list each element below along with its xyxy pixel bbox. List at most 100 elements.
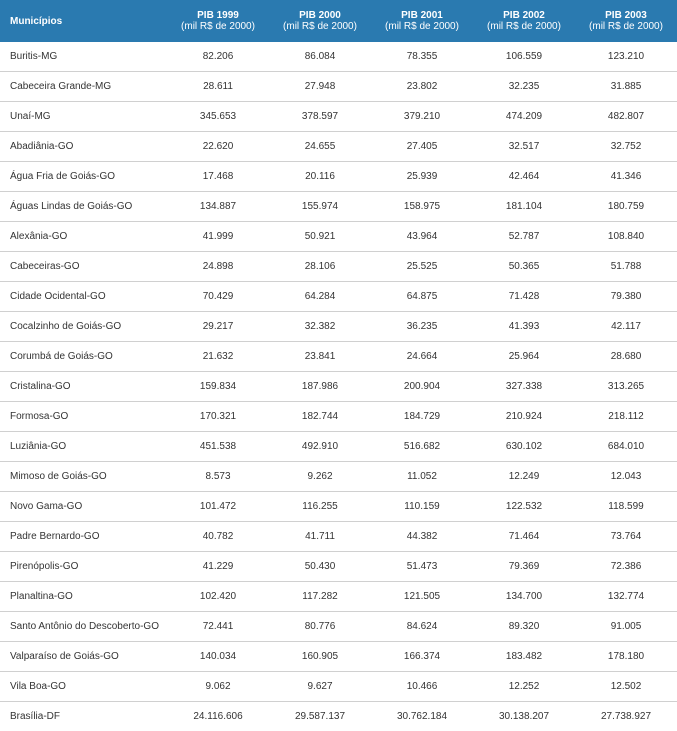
municipio-cell: Luziânia-GO [0, 432, 167, 462]
value-cell: 158.975 [371, 192, 473, 222]
value-cell: 327.338 [473, 372, 575, 402]
value-cell: 218.112 [575, 402, 677, 432]
value-cell: 200.904 [371, 372, 473, 402]
value-cell: 30.762.184 [371, 702, 473, 731]
value-cell: 44.382 [371, 522, 473, 552]
municipio-cell: Alexânia-GO [0, 222, 167, 252]
table-row: Cocalzinho de Goiás-GO29.21732.38236.235… [0, 312, 677, 342]
value-cell: 210.924 [473, 402, 575, 432]
municipio-cell: Abadiânia-GO [0, 132, 167, 162]
value-cell: 25.964 [473, 342, 575, 372]
value-cell: 32.752 [575, 132, 677, 162]
value-cell: 82.206 [167, 42, 269, 72]
value-cell: 25.525 [371, 252, 473, 282]
table-row: Abadiânia-GO22.62024.65527.40532.51732.7… [0, 132, 677, 162]
value-cell: 79.369 [473, 552, 575, 582]
value-cell: 12.502 [575, 672, 677, 702]
value-cell: 23.841 [269, 342, 371, 372]
value-cell: 72.386 [575, 552, 677, 582]
col-header-2002: PIB 2002 (mil R$ de 2000) [473, 0, 575, 42]
pib-table: Municípios PIB 1999 (mil R$ de 2000) PIB… [0, 0, 677, 731]
value-cell: 50.921 [269, 222, 371, 252]
col-title: PIB 2003 [605, 10, 647, 21]
value-cell: 108.840 [575, 222, 677, 252]
value-cell: 71.428 [473, 282, 575, 312]
value-cell: 71.464 [473, 522, 575, 552]
value-cell: 492.910 [269, 432, 371, 462]
value-cell: 41.393 [473, 312, 575, 342]
municipio-cell: Cidade Ocidental-GO [0, 282, 167, 312]
table-row: Brasília-DF24.116.60629.587.13730.762.18… [0, 702, 677, 731]
col-title: PIB 2000 [299, 10, 341, 21]
value-cell: 345.653 [167, 102, 269, 132]
col-title: PIB 2002 [503, 10, 545, 21]
municipio-cell: Planaltina-GO [0, 582, 167, 612]
value-cell: 181.104 [473, 192, 575, 222]
table-row: Formosa-GO170.321182.744184.729210.92421… [0, 402, 677, 432]
value-cell: 9.062 [167, 672, 269, 702]
municipio-cell: Brasília-DF [0, 702, 167, 731]
value-cell: 116.255 [269, 492, 371, 522]
value-cell: 28.611 [167, 72, 269, 102]
value-cell: 64.284 [269, 282, 371, 312]
value-cell: 52.787 [473, 222, 575, 252]
value-cell: 50.365 [473, 252, 575, 282]
value-cell: 27.405 [371, 132, 473, 162]
value-cell: 89.320 [473, 612, 575, 642]
table-row: Valparaíso de Goiás-GO140.034160.905166.… [0, 642, 677, 672]
value-cell: 50.430 [269, 552, 371, 582]
value-cell: 134.700 [473, 582, 575, 612]
col-header-1999: PIB 1999 (mil R$ de 2000) [167, 0, 269, 42]
value-cell: 24.655 [269, 132, 371, 162]
value-cell: 9.627 [269, 672, 371, 702]
value-cell: 80.776 [269, 612, 371, 642]
value-cell: 474.209 [473, 102, 575, 132]
municipio-cell: Cabeceira Grande-MG [0, 72, 167, 102]
value-cell: 40.782 [167, 522, 269, 552]
value-cell: 41.346 [575, 162, 677, 192]
value-cell: 451.538 [167, 432, 269, 462]
value-cell: 121.505 [371, 582, 473, 612]
table-row: Padre Bernardo-GO40.78241.71144.38271.46… [0, 522, 677, 552]
value-cell: 41.711 [269, 522, 371, 552]
value-cell: 160.905 [269, 642, 371, 672]
value-cell: 24.898 [167, 252, 269, 282]
municipio-cell: Pirenópolis-GO [0, 552, 167, 582]
value-cell: 178.180 [575, 642, 677, 672]
value-cell: 23.802 [371, 72, 473, 102]
value-cell: 25.939 [371, 162, 473, 192]
value-cell: 122.532 [473, 492, 575, 522]
value-cell: 51.473 [371, 552, 473, 582]
col-sub: (mil R$ de 2000) [271, 21, 369, 32]
value-cell: 11.052 [371, 462, 473, 492]
value-cell: 70.429 [167, 282, 269, 312]
value-cell: 21.632 [167, 342, 269, 372]
col-header-2000: PIB 2000 (mil R$ de 2000) [269, 0, 371, 42]
table-row: Cabeceira Grande-MG28.61127.94823.80232.… [0, 72, 677, 102]
municipio-cell: Padre Bernardo-GO [0, 522, 167, 552]
municipio-cell: Cristalina-GO [0, 372, 167, 402]
value-cell: 140.034 [167, 642, 269, 672]
value-cell: 32.235 [473, 72, 575, 102]
value-cell: 29.587.137 [269, 702, 371, 731]
table-row: Unaí-MG345.653378.597379.210474.209482.8… [0, 102, 677, 132]
value-cell: 684.010 [575, 432, 677, 462]
value-cell: 166.374 [371, 642, 473, 672]
value-cell: 31.885 [575, 72, 677, 102]
table-row: Água Fria de Goiás-GO17.46820.11625.9394… [0, 162, 677, 192]
value-cell: 183.482 [473, 642, 575, 672]
value-cell: 84.624 [371, 612, 473, 642]
value-cell: 79.380 [575, 282, 677, 312]
value-cell: 24.664 [371, 342, 473, 372]
municipio-cell: Cocalzinho de Goiás-GO [0, 312, 167, 342]
value-cell: 41.999 [167, 222, 269, 252]
table-row: Luziânia-GO451.538492.910516.682630.1026… [0, 432, 677, 462]
col-title: PIB 1999 [197, 10, 239, 21]
table-row: Buritis-MG82.20686.08478.355106.559123.2… [0, 42, 677, 72]
col-header-municipios: Municípios [0, 0, 167, 42]
value-cell: 184.729 [371, 402, 473, 432]
value-cell: 51.788 [575, 252, 677, 282]
value-cell: 101.472 [167, 492, 269, 522]
value-cell: 123.210 [575, 42, 677, 72]
value-cell: 187.986 [269, 372, 371, 402]
